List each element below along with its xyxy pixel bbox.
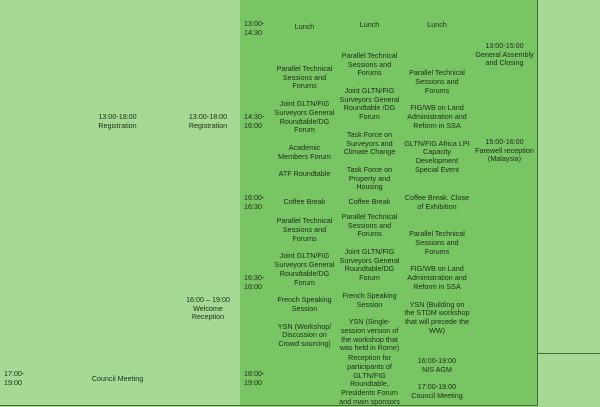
cell [149, 52, 177, 193]
cell [86, 192, 150, 214]
cell [0, 52, 27, 193]
cell [472, 192, 538, 214]
time-slot: 16:30- 18:00 [240, 213, 273, 354]
day2-afternoon: Parallel Technical Sessions and Forums J… [337, 51, 403, 193]
time-slot: 14:30- 16:00 [240, 52, 273, 193]
cell [149, 20, 177, 53]
day3-evening: 16:00-19:00 NIS AGM 17:00-19:00 Council … [402, 353, 473, 406]
time-slot: 13:00- 14:30 [240, 0, 273, 53]
cell [149, 353, 177, 406]
cell [176, 0, 241, 53]
day2-late: Parallel Technical Sessions and Forums J… [337, 212, 403, 354]
cell [0, 0, 27, 53]
cell [149, 192, 177, 214]
cell [472, 353, 538, 406]
cell [149, 0, 177, 21]
day3-late: Parallel Technical Sessions and Forums F… [402, 213, 473, 354]
time-slot: 18:00- 19:00 [240, 353, 273, 406]
cell [86, 0, 150, 53]
cell [26, 192, 87, 214]
day1-evening [272, 353, 338, 406]
day4-farewell: 15:00-16:00 Farewell reception (Malaysia… [472, 110, 538, 193]
cell [26, 52, 87, 111]
day3-coffee: Coffee Break. Close of Exhibition [402, 192, 473, 214]
council-meeting: Council Meeting [86, 353, 150, 406]
day4-assembly: 13:00-15:00 General Assembly and Closing [472, 0, 538, 111]
cell [149, 213, 177, 354]
cell [176, 192, 241, 214]
day2-coffee: Coffee Break [337, 192, 403, 214]
registration-2: 13:00-18:00 Registration [176, 52, 241, 193]
day2-lunch: Lunch [337, 0, 403, 53]
cell [26, 0, 87, 21]
day1-late: Parallel Technical Sessions and Forums J… [272, 213, 338, 354]
cell [0, 213, 27, 354]
day1-afternoon: Parallel Technical Sessions and Forums J… [272, 52, 338, 193]
day2-evening: Reception for participants of GLTN/FIG R… [337, 353, 403, 406]
cell [472, 213, 538, 354]
time-slot: 16:00- 16:30 [240, 192, 273, 214]
registration-1: 13:00-18:00 Registration [86, 52, 150, 193]
day3-afternoon: Parallel Technical Sessions and Forums F… [402, 52, 473, 193]
welcome-reception: 16:00 – 19:00 Welcome Reception [176, 213, 241, 406]
day3-lunch: Lunch [402, 0, 473, 53]
divider [538, 353, 600, 354]
cell [86, 213, 150, 354]
cell [26, 110, 87, 193]
cell [26, 353, 87, 406]
council-time: 17:00- 19:00 [0, 353, 27, 406]
day1-lunch: Lunch [272, 0, 338, 53]
cell [26, 213, 87, 354]
day1-coffee: Coffee Break [272, 192, 338, 214]
cell [26, 20, 87, 53]
cell [0, 192, 27, 214]
